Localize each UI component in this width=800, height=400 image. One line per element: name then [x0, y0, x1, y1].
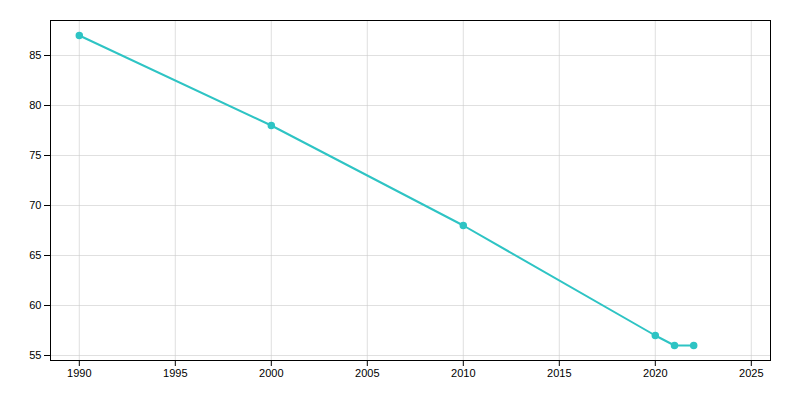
svg-text:80: 80 [29, 99, 41, 111]
svg-text:85: 85 [29, 49, 41, 61]
svg-text:2010: 2010 [451, 367, 475, 379]
svg-text:55: 55 [29, 349, 41, 361]
svg-text:2000: 2000 [259, 367, 283, 379]
svg-text:70: 70 [29, 199, 41, 211]
svg-text:2015: 2015 [547, 367, 571, 379]
svg-text:2005: 2005 [355, 367, 379, 379]
svg-text:1995: 1995 [163, 367, 187, 379]
svg-text:2020: 2020 [643, 367, 667, 379]
svg-text:60: 60 [29, 299, 41, 311]
svg-text:65: 65 [29, 249, 41, 261]
svg-text:2025: 2025 [739, 367, 763, 379]
svg-text:1990: 1990 [67, 367, 91, 379]
svg-text:75: 75 [29, 149, 41, 161]
